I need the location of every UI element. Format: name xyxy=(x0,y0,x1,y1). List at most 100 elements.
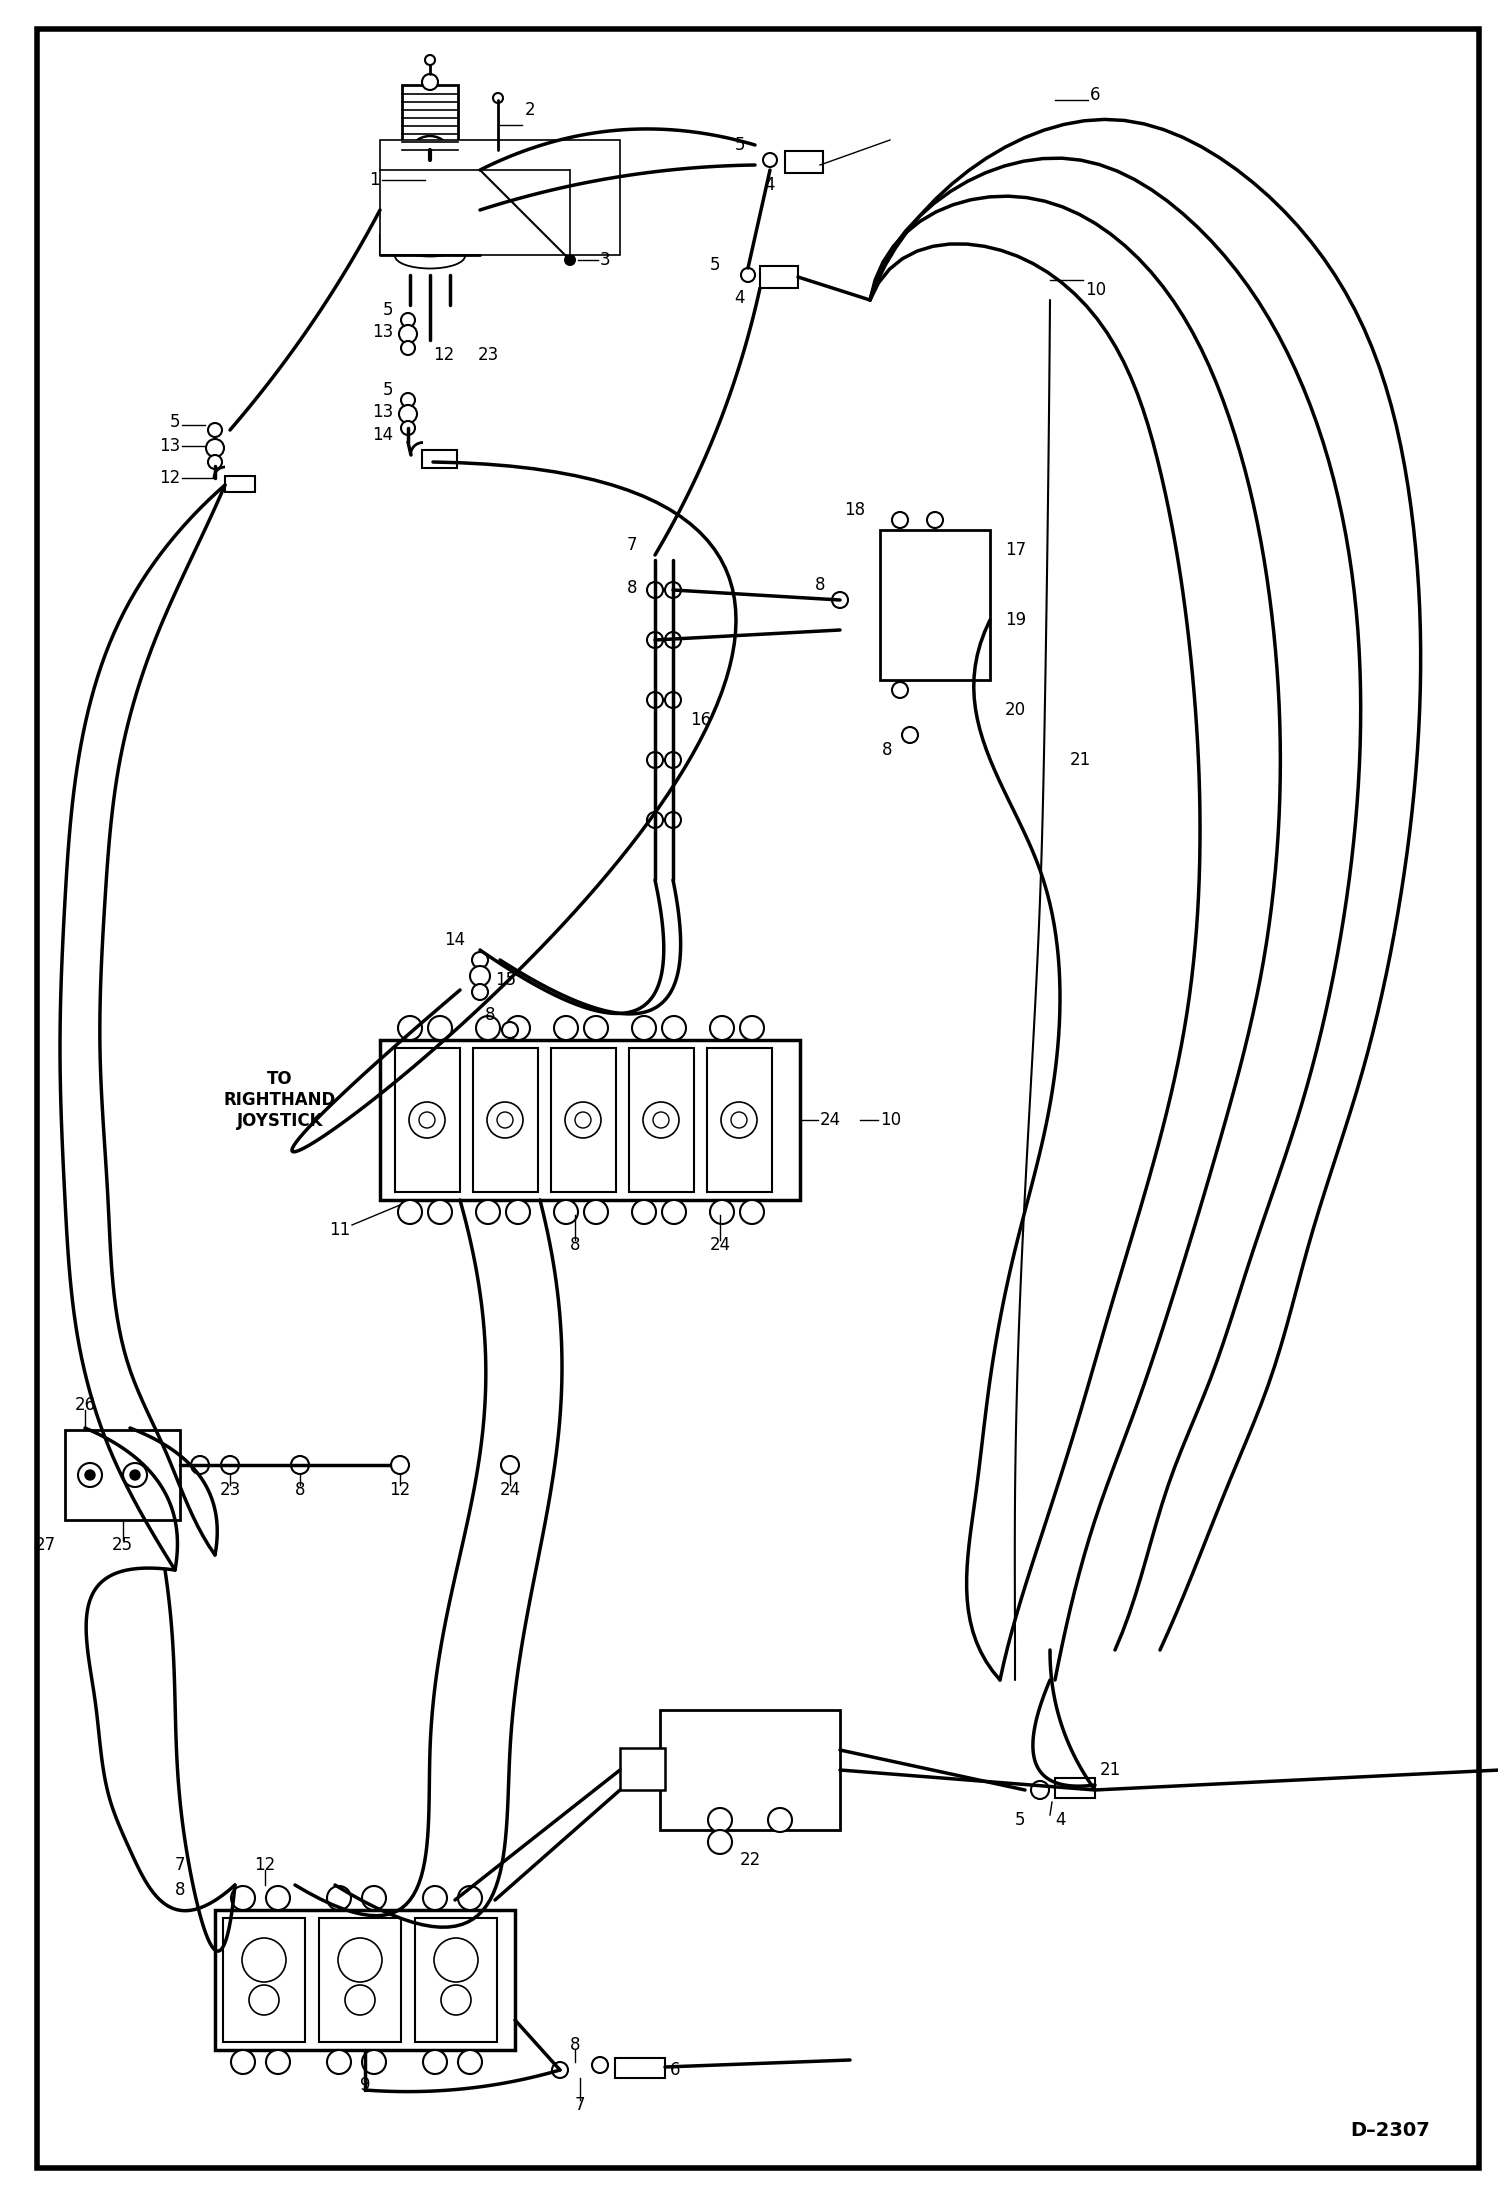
Circle shape xyxy=(428,1016,452,1040)
Bar xyxy=(380,235,479,255)
Circle shape xyxy=(407,136,452,180)
Circle shape xyxy=(493,92,503,103)
Circle shape xyxy=(222,1457,240,1474)
Bar xyxy=(422,450,457,467)
Text: 1: 1 xyxy=(370,171,380,189)
Bar xyxy=(223,1918,306,2043)
Circle shape xyxy=(398,325,416,342)
Text: 10: 10 xyxy=(879,1110,902,1130)
Circle shape xyxy=(565,255,577,265)
Circle shape xyxy=(419,1112,434,1128)
Circle shape xyxy=(472,983,488,1000)
Circle shape xyxy=(470,965,490,985)
Circle shape xyxy=(554,1016,578,1040)
Circle shape xyxy=(1031,1782,1049,1799)
Text: 12: 12 xyxy=(159,470,180,487)
Bar xyxy=(380,1040,800,1200)
Circle shape xyxy=(207,439,225,456)
Bar xyxy=(225,476,255,491)
Text: 26: 26 xyxy=(75,1395,96,1413)
Bar xyxy=(759,265,798,287)
Text: 10: 10 xyxy=(1085,281,1106,298)
Circle shape xyxy=(891,682,908,698)
Circle shape xyxy=(345,1986,374,2014)
Circle shape xyxy=(291,1457,309,1474)
Circle shape xyxy=(497,1112,512,1128)
Text: 3: 3 xyxy=(601,250,611,270)
Circle shape xyxy=(665,581,682,599)
Circle shape xyxy=(902,726,918,744)
Circle shape xyxy=(653,1112,670,1128)
Text: 9: 9 xyxy=(360,2076,370,2093)
Text: 8: 8 xyxy=(815,577,825,595)
Bar xyxy=(620,1749,665,1790)
Circle shape xyxy=(647,581,664,599)
Text: 5: 5 xyxy=(382,301,392,318)
Text: 8: 8 xyxy=(569,2036,580,2054)
Text: 20: 20 xyxy=(1005,702,1026,720)
Circle shape xyxy=(665,812,682,827)
Circle shape xyxy=(554,1200,578,1224)
Text: 24: 24 xyxy=(499,1481,521,1499)
Circle shape xyxy=(401,314,415,327)
Circle shape xyxy=(709,1830,733,1854)
Circle shape xyxy=(440,1986,470,2014)
Circle shape xyxy=(243,1937,286,1981)
Circle shape xyxy=(632,1016,656,1040)
Circle shape xyxy=(327,2049,351,2073)
Circle shape xyxy=(740,1200,764,1224)
Bar xyxy=(216,1911,515,2049)
Bar xyxy=(380,140,620,255)
Circle shape xyxy=(78,1463,102,1488)
Circle shape xyxy=(632,1200,656,1224)
Circle shape xyxy=(476,1016,500,1040)
Text: 8: 8 xyxy=(484,1007,494,1025)
Circle shape xyxy=(434,1937,478,1981)
Circle shape xyxy=(742,268,755,283)
Text: 5: 5 xyxy=(710,257,721,274)
Text: 12: 12 xyxy=(389,1481,410,1499)
Circle shape xyxy=(391,1457,409,1474)
Text: 4: 4 xyxy=(764,176,774,193)
Circle shape xyxy=(425,55,434,66)
Circle shape xyxy=(731,1112,748,1128)
Circle shape xyxy=(500,1457,518,1474)
Circle shape xyxy=(768,1808,792,1832)
FancyBboxPatch shape xyxy=(385,156,475,246)
Circle shape xyxy=(647,691,664,709)
Circle shape xyxy=(551,2062,568,2078)
Text: 8: 8 xyxy=(881,742,891,759)
Circle shape xyxy=(662,1200,686,1224)
Text: 25: 25 xyxy=(112,1536,133,1553)
Text: 7: 7 xyxy=(626,535,637,555)
Text: 11: 11 xyxy=(328,1222,351,1240)
Circle shape xyxy=(665,753,682,768)
Circle shape xyxy=(363,2049,386,2073)
Circle shape xyxy=(584,1016,608,1040)
Text: 5: 5 xyxy=(734,136,745,154)
Circle shape xyxy=(123,1463,147,1488)
Circle shape xyxy=(192,1457,210,1474)
Circle shape xyxy=(208,454,222,470)
Text: 12: 12 xyxy=(433,347,454,364)
Circle shape xyxy=(891,511,908,529)
Circle shape xyxy=(422,75,437,90)
Circle shape xyxy=(565,1101,601,1139)
Circle shape xyxy=(422,1887,446,1911)
Circle shape xyxy=(709,1808,733,1832)
Circle shape xyxy=(458,1887,482,1911)
Text: 4: 4 xyxy=(1055,1810,1065,1830)
Circle shape xyxy=(249,1986,279,2014)
Circle shape xyxy=(647,753,664,768)
Bar xyxy=(879,531,990,680)
Circle shape xyxy=(740,1016,764,1040)
Circle shape xyxy=(721,1101,756,1139)
Circle shape xyxy=(409,1101,445,1139)
Bar xyxy=(1055,1777,1095,1799)
Circle shape xyxy=(710,1200,734,1224)
Circle shape xyxy=(472,952,488,968)
Text: 21: 21 xyxy=(1100,1762,1121,1779)
Text: 4: 4 xyxy=(734,290,745,307)
Text: 13: 13 xyxy=(159,437,180,454)
Circle shape xyxy=(401,421,415,434)
